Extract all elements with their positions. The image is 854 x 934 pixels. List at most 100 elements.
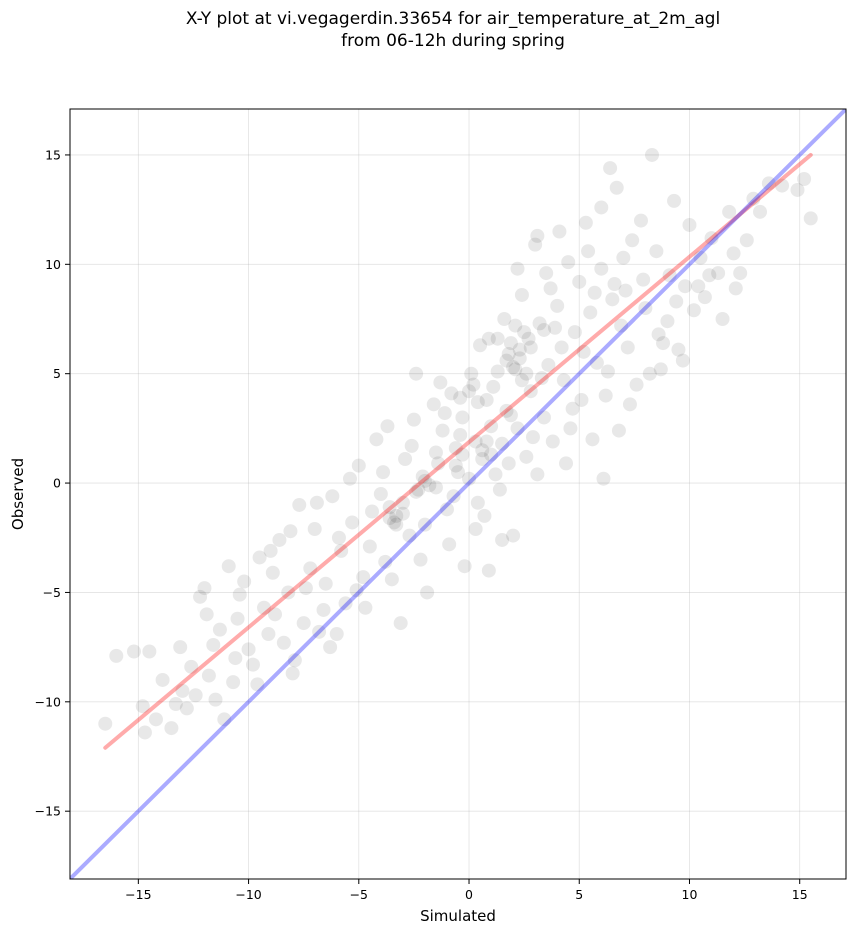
plot-frame: [69, 108, 847, 880]
data-point: [711, 266, 726, 281]
data-point: [728, 281, 743, 296]
data-point: [512, 342, 527, 357]
data-point: [228, 651, 243, 666]
data-point: [541, 357, 556, 372]
data-point: [395, 495, 410, 510]
data-point: [508, 362, 523, 377]
data-point: [506, 360, 521, 375]
data-point: [753, 204, 768, 219]
y-axis-label: Observed: [9, 458, 27, 530]
data-point: [671, 342, 686, 357]
data-point: [501, 456, 516, 471]
data-point: [495, 436, 510, 451]
data-point: [682, 217, 697, 232]
data-point: [521, 331, 536, 346]
data-point: [470, 395, 485, 410]
data-point: [173, 640, 188, 655]
data-point: [525, 430, 540, 445]
data-point: [490, 331, 505, 346]
data-point: [726, 246, 741, 261]
data-point: [272, 532, 287, 547]
y-tick-label: 15: [45, 147, 61, 162]
data-point: [512, 351, 527, 366]
data-point: [528, 237, 543, 252]
data-point: [669, 294, 684, 309]
data-point: [499, 403, 514, 418]
data-point: [168, 697, 183, 711]
y-tick-label: −15: [35, 804, 61, 819]
data-point: [501, 347, 516, 361]
data-point: [362, 539, 377, 554]
data-point: [574, 392, 589, 407]
data-point: [395, 506, 410, 521]
data-point: [428, 480, 443, 495]
data-point: [563, 421, 578, 436]
data-point: [530, 467, 545, 482]
data-point: [600, 364, 615, 379]
data-point: [257, 600, 271, 615]
data-point: [510, 261, 525, 276]
data-point: [448, 458, 463, 473]
data-point: [697, 290, 712, 305]
data-point: [393, 616, 408, 631]
data-point: [506, 528, 521, 543]
data-point: [417, 517, 432, 532]
data-point: [611, 423, 626, 438]
data-point: [230, 611, 245, 626]
data-point: [175, 683, 190, 698]
data-point: [98, 716, 113, 731]
data-point: [642, 366, 657, 381]
data-point: [466, 377, 481, 392]
data-point: [583, 305, 598, 320]
data-point: [620, 340, 635, 355]
data-point: [417, 473, 432, 488]
data-point: [536, 410, 551, 425]
data-point: [572, 274, 587, 289]
data-point: [384, 572, 399, 587]
data-point: [283, 524, 298, 539]
x-tick-label: −10: [235, 887, 261, 902]
data-point: [402, 528, 417, 543]
data-point: [323, 640, 338, 655]
data-point: [287, 653, 302, 668]
x-axis-label: Simulated: [420, 907, 496, 925]
data-point: [475, 443, 490, 458]
data-point: [468, 434, 483, 449]
data-point: [331, 530, 346, 545]
data-point: [514, 373, 529, 388]
data-point: [607, 277, 622, 291]
data-point: [263, 543, 278, 558]
data-point: [382, 511, 397, 526]
data-point: [594, 261, 609, 276]
data-point: [503, 336, 518, 351]
regression-line: [103, 152, 813, 750]
data-point: [484, 419, 499, 434]
data-point: [325, 489, 340, 504]
data-point: [197, 581, 212, 596]
data-point: [338, 596, 353, 611]
chart-title: X-Y plot at vi.vegagerdin.33654 for air_…: [0, 8, 854, 52]
data-point: [442, 537, 457, 552]
data-point: [653, 362, 668, 377]
data-point: [488, 467, 503, 482]
data-point: [109, 648, 124, 663]
data-point: [481, 331, 496, 346]
data-point: [221, 559, 236, 574]
data-point: [252, 550, 267, 565]
data-point: [415, 469, 430, 484]
data-point: [691, 279, 706, 294]
data-point: [475, 452, 490, 466]
data-point: [596, 471, 611, 486]
data-point: [484, 447, 499, 462]
data-point: [369, 432, 384, 447]
chart-title-line-2: from 06-12h during spring: [341, 31, 565, 51]
data-point: [250, 677, 265, 692]
data-point: [217, 712, 232, 727]
data-point: [598, 388, 613, 403]
x-tick-label: 15: [792, 887, 808, 902]
data-point: [662, 268, 677, 283]
data-point: [439, 502, 454, 517]
data-point: [678, 279, 693, 294]
data-points: [98, 147, 818, 740]
